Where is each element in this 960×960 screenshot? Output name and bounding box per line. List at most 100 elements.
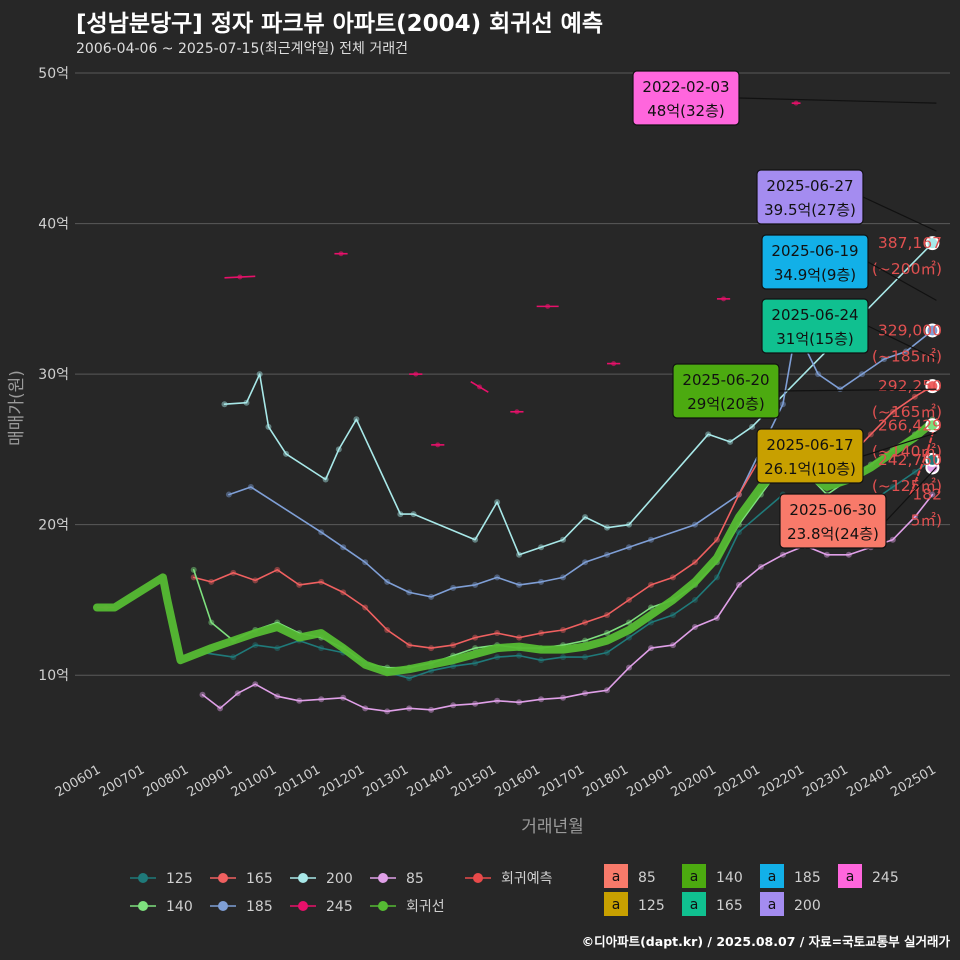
legend-box-glyph: a xyxy=(612,869,621,885)
data-point xyxy=(582,559,589,566)
data-point xyxy=(713,536,720,543)
data-point xyxy=(406,642,413,649)
data-point xyxy=(406,675,413,682)
callout-date: 2022-02-03 xyxy=(642,78,729,96)
callout-leader xyxy=(738,97,937,104)
series-245 xyxy=(96,100,801,610)
legend-box-key xyxy=(760,892,784,916)
data-point xyxy=(247,484,254,491)
data-point xyxy=(735,529,742,536)
legend-line-label: 245 xyxy=(326,899,353,915)
data-point xyxy=(582,690,589,697)
data-point xyxy=(538,696,545,703)
x-tick-label: 201001 xyxy=(229,762,279,800)
legend-box-label: 165 xyxy=(716,898,743,914)
data-point xyxy=(322,476,329,483)
data-point xyxy=(560,654,567,661)
callout-box xyxy=(779,493,887,549)
callout-price: 26.1억(10층) xyxy=(764,460,856,478)
legend-box-glyph: a xyxy=(768,869,777,885)
data-point xyxy=(472,634,479,641)
x-tick-label: 202501 xyxy=(888,762,938,800)
y-tick-label: 40억 xyxy=(38,217,69,233)
data-point xyxy=(208,578,215,585)
x-tick-label: 200901 xyxy=(185,762,235,800)
data-point xyxy=(494,499,501,506)
legend-point-key xyxy=(473,873,483,883)
data-point xyxy=(721,296,727,302)
x-tick-label: 202301 xyxy=(800,762,850,800)
data-point xyxy=(611,361,617,367)
callout-leader xyxy=(862,432,937,457)
data-point xyxy=(516,551,523,558)
data-point xyxy=(648,604,655,611)
data-point xyxy=(472,581,479,588)
data-point xyxy=(494,697,501,704)
regression-area-label: (~185㎡) xyxy=(872,347,942,365)
data-point xyxy=(815,371,822,378)
data-point xyxy=(472,700,479,707)
data-point xyxy=(397,511,404,518)
x-tick-label: 201701 xyxy=(537,762,587,800)
regression-value-label: 387,167 xyxy=(878,234,942,252)
legend-line-label: 회귀예측 xyxy=(501,871,553,887)
x-tick-label: 200801 xyxy=(141,762,191,800)
data-point xyxy=(296,697,303,704)
data-point xyxy=(560,627,567,634)
data-point xyxy=(362,705,369,712)
callout-price: 34.9억(9층) xyxy=(774,266,856,284)
data-point xyxy=(626,596,633,603)
callout-price: 48억(32층) xyxy=(647,102,724,120)
legend-point-key xyxy=(218,873,228,883)
legend-line-label: 185 xyxy=(246,899,273,915)
legend-line-label: 140 xyxy=(166,899,193,915)
callout-2025-06-20: 2025-06-20 29억(20층) xyxy=(672,363,937,419)
data-point xyxy=(735,491,742,498)
data-point xyxy=(648,536,655,543)
regression-area-label: (~140㎡) xyxy=(872,442,942,460)
callout-leader xyxy=(885,467,937,522)
legend-box-glyph: a xyxy=(690,897,699,913)
callout-price: 31억(15층) xyxy=(776,330,853,348)
data-point xyxy=(859,371,866,378)
legend-box-label: 245 xyxy=(872,870,899,886)
data-point xyxy=(793,100,799,106)
data-point xyxy=(516,652,523,659)
data-point xyxy=(691,624,698,631)
data-point xyxy=(604,551,611,558)
data-point xyxy=(779,551,786,558)
data-point xyxy=(903,348,910,355)
x-tick-label: 202401 xyxy=(844,762,894,800)
data-point xyxy=(911,393,918,400)
data-point xyxy=(199,691,206,698)
legend-box-key xyxy=(760,864,784,888)
x-tick-label: 201801 xyxy=(581,762,631,800)
callout-price: 39.5억(27층) xyxy=(764,201,856,219)
legend-box-glyph: a xyxy=(768,897,777,913)
regression-value-label: 266,429 xyxy=(878,416,942,434)
legend-box-label: 125 xyxy=(638,898,665,914)
data-point xyxy=(274,566,281,573)
data-point xyxy=(274,645,281,652)
x-tick-label: 202001 xyxy=(668,762,718,800)
data-point xyxy=(274,693,281,700)
legend-box-key xyxy=(838,864,862,888)
data-point xyxy=(929,491,936,498)
data-point xyxy=(669,642,676,649)
legend-line-label: 165 xyxy=(246,871,273,887)
x-tick-label: 201901 xyxy=(624,762,674,800)
data-point xyxy=(362,604,369,611)
callout-2025-06-19: 2025-06-19 34.9억(9층) xyxy=(761,234,937,301)
legend-box-label: 200 xyxy=(794,898,821,914)
data-point xyxy=(494,630,501,637)
data-point xyxy=(450,642,457,649)
latest-point-140 xyxy=(925,418,940,433)
data-point xyxy=(296,581,303,588)
data-point xyxy=(406,589,413,596)
x-tick-label: 202101 xyxy=(712,762,762,800)
data-point xyxy=(477,384,483,390)
data-point xyxy=(713,574,720,581)
data-point xyxy=(648,645,655,652)
legend-point-key xyxy=(138,873,148,883)
x-tick-label: 201501 xyxy=(449,762,499,800)
